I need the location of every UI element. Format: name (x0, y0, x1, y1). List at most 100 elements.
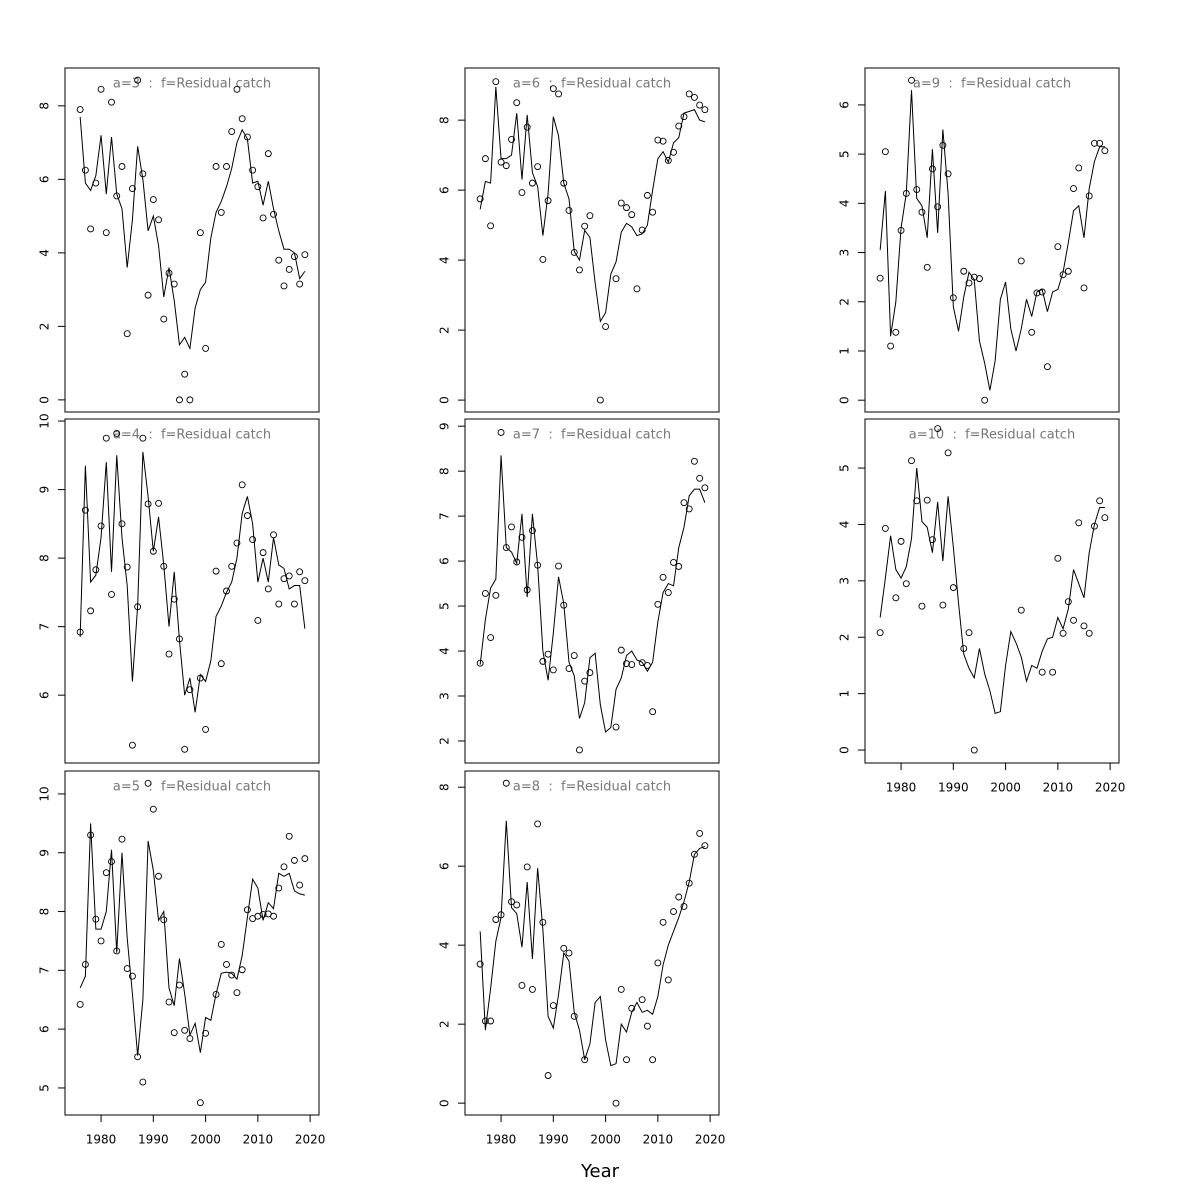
panel-title: a=4 : f=Residual catch (113, 428, 271, 443)
plot-frame (64, 770, 320, 1116)
data-point (586, 212, 594, 220)
data-point (290, 600, 298, 608)
y-tick-label: 6 (38, 691, 52, 699)
data-point (581, 222, 589, 230)
data-point (1017, 606, 1025, 614)
data-point (1075, 519, 1083, 527)
x-tick-label: 1990 (138, 1133, 169, 1147)
data-point (528, 985, 536, 993)
data-point (128, 972, 136, 980)
data-point (1064, 267, 1072, 275)
data-point (1064, 598, 1072, 606)
data-point (528, 179, 536, 187)
y-tick-label: 6 (438, 186, 452, 194)
data-point (176, 396, 183, 404)
data-point (502, 779, 510, 787)
data-point (144, 779, 152, 787)
data-point (97, 85, 105, 93)
data-point (149, 805, 157, 813)
data-point (892, 594, 900, 602)
y-tick-label: 8 (38, 102, 52, 110)
data-point (576, 746, 583, 754)
x-tick-label: 2010 (643, 1133, 674, 1147)
fitted-line (79, 116, 306, 351)
data-point (181, 745, 189, 753)
data-point (476, 960, 484, 968)
data-point (939, 141, 947, 149)
data-point (118, 835, 126, 843)
data-point (876, 274, 884, 282)
data-point (534, 163, 542, 171)
data-point (576, 266, 583, 274)
data-point (659, 573, 667, 581)
y-tick-label: 2 (838, 633, 852, 641)
data-point (918, 208, 926, 216)
data-point (696, 829, 704, 837)
data-point (513, 99, 521, 107)
y-tick-label: 2 (438, 326, 452, 334)
x-tick-label: 2020 (695, 1133, 726, 1147)
fitted-line (879, 468, 1105, 715)
y-tick-label: 9 (38, 849, 52, 857)
data-point (664, 976, 672, 984)
x-tick-label: 2010 (1043, 781, 1074, 795)
y-tick-label: 0 (438, 396, 452, 404)
x-tick-label: 2020 (1095, 781, 1126, 795)
data-point (1070, 185, 1077, 193)
data-point (565, 206, 573, 214)
data-point (612, 1099, 620, 1107)
data-point (518, 189, 526, 197)
data-point (155, 216, 163, 224)
data-point (1080, 284, 1088, 292)
data-point (544, 1072, 552, 1079)
panel-title: a=3 : f=Residual catch (113, 77, 271, 92)
data-point (487, 634, 495, 641)
data-point (970, 746, 978, 754)
x-tick-label: 2000 (190, 1133, 221, 1147)
x-tick-label: 1990 (538, 1133, 569, 1147)
data-point (217, 941, 225, 948)
data-point (638, 996, 646, 1004)
data-point (513, 901, 521, 909)
y-tick-label: 5 (838, 464, 852, 472)
data-point (965, 279, 973, 287)
data-point (301, 855, 309, 863)
data-point (139, 1078, 147, 1086)
data-point (259, 549, 267, 557)
data-point (212, 567, 220, 575)
data-point (123, 563, 131, 571)
data-point (923, 496, 931, 504)
data-point (981, 396, 989, 404)
data-point (502, 162, 510, 170)
data-point (212, 991, 220, 998)
data-point (155, 499, 163, 507)
data-point (296, 568, 304, 576)
data-point (628, 211, 636, 219)
data-point (664, 589, 672, 597)
data-point (275, 884, 283, 892)
data-point (118, 520, 126, 528)
data-point (102, 229, 110, 237)
y-tick-label: 1 (838, 347, 852, 355)
y-tick-label: 7 (38, 623, 52, 631)
x-tick-label: 1980 (886, 781, 917, 795)
data-point (160, 315, 168, 323)
data-point (1017, 257, 1025, 265)
data-point (155, 872, 163, 880)
y-tick-label: 5 (838, 150, 852, 158)
data-point (202, 344, 210, 352)
data-point (76, 1000, 84, 1008)
data-point (934, 203, 942, 211)
data-point (643, 1022, 651, 1030)
plot-frame (864, 67, 1120, 413)
data-point (934, 425, 942, 433)
data-point (701, 106, 709, 114)
data-point (685, 505, 693, 513)
data-point (960, 267, 968, 275)
data-point (254, 617, 262, 624)
data-point (170, 1029, 178, 1037)
data-point (897, 537, 905, 545)
data-point (275, 600, 283, 608)
data-point (76, 106, 84, 113)
panel-title: a=10 : f=Residual catch (909, 428, 1075, 443)
